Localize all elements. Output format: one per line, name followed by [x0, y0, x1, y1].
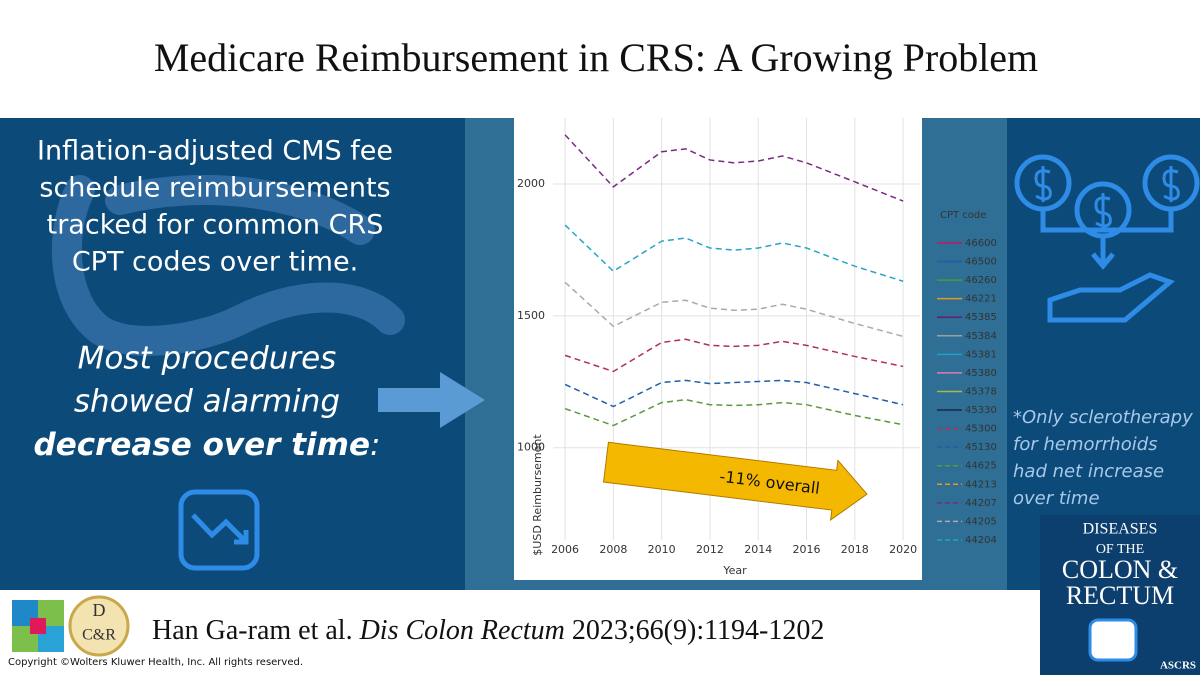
reference: 2023;66(9):1194-1202 — [565, 615, 825, 646]
y-tick-label: 1000 — [517, 441, 545, 454]
footer-bg — [0, 590, 1040, 675]
legend-label: 46260 — [965, 275, 997, 286]
colon-watermark — [51, 175, 405, 356]
intro-line: schedule reimbursements — [39, 173, 390, 204]
wk-logo — [12, 600, 64, 652]
x-tick-label: 2018 — [841, 543, 869, 556]
cover-line: RECTUM — [1066, 581, 1174, 610]
intro-line: Inflation-adjusted CMS fee — [37, 136, 393, 167]
series-line — [564, 281, 904, 338]
note-line: over time — [1013, 488, 1100, 509]
copyright: Copyright ©Wolters Kluwer Health, Inc. A… — [8, 657, 303, 668]
x-tick-label: 2008 — [599, 543, 627, 556]
legend-label: 45330 — [965, 405, 997, 416]
finding-line: showed alarming — [74, 384, 340, 420]
legend-title: CPT code — [940, 210, 986, 221]
legend-label: 45380 — [965, 368, 997, 379]
authors: Han Ga-ram et al. — [152, 615, 360, 646]
legend-label: 45130 — [965, 442, 997, 453]
legend-label: 44207 — [965, 498, 997, 509]
legend-label: 46500 — [965, 257, 997, 268]
x-tick-label: 2006 — [551, 543, 579, 556]
note-line: for hemorrhoids — [1013, 434, 1158, 455]
cover-line: OF THE — [1096, 542, 1144, 557]
finding-line: Most procedures — [78, 341, 337, 377]
left-text: Inflation-adjusted CMS fee schedule reimb… — [34, 136, 393, 463]
title: Medicare Reimbursement in CRS: A Growing… — [154, 35, 1038, 80]
x-tick-label: 2016 — [793, 543, 821, 556]
header-bg — [0, 0, 1200, 118]
right-note: *Only sclerotherapy for hemorrhoids had ne… — [1013, 407, 1193, 509]
cover-icon — [1088, 618, 1138, 662]
logo-cr: C&R — [82, 627, 116, 644]
cover-society: ASCRS — [1160, 660, 1196, 672]
x-axis-label: Year — [722, 564, 747, 577]
money-icon — [1014, 154, 1200, 323]
dcr-logo — [68, 595, 130, 657]
logo-d: D — [93, 600, 106, 620]
finding-line: decrease over time: — [34, 427, 381, 463]
legend-label: 45381 — [965, 349, 997, 360]
finding-emph: decrease over time — [34, 427, 370, 463]
trend-icon — [178, 489, 260, 571]
intro-line: CPT codes over time. — [72, 247, 358, 278]
legend-label: 46600 — [965, 238, 997, 249]
cover-line: COLON & — [1062, 555, 1178, 584]
trend-icon-arrow — [191, 513, 249, 545]
chart-bg — [514, 118, 922, 580]
journal: Dis Colon Rectum — [359, 615, 565, 646]
x-tick-label: 2014 — [744, 543, 772, 556]
x-tick-label: 2020 — [889, 543, 917, 556]
legend-label: 44625 — [965, 461, 997, 472]
legend-label: 44204 — [965, 535, 997, 546]
citation: Han Ga-ram et al. Dis Colon Rectum 2023;… — [152, 615, 824, 646]
note-line: *Only sclerotherapy — [1013, 407, 1193, 428]
series-line — [564, 224, 904, 282]
x-tick-label: 2010 — [648, 543, 676, 556]
legend-label: 45385 — [965, 312, 997, 323]
legend-label: 45384 — [965, 331, 997, 342]
cover-line: DISEASES — [1083, 521, 1158, 538]
y-tick-label: 2000 — [517, 177, 545, 190]
series-line — [564, 338, 904, 373]
finding-tail: : — [370, 427, 380, 463]
intro-line: tracked for common CRS — [47, 210, 384, 241]
legend-label: 44213 — [965, 479, 997, 490]
note-line: had net increase — [1013, 461, 1164, 482]
y-axis-label: $USD Reimbursement — [531, 434, 544, 556]
annotation: -11% overall — [602, 441, 868, 522]
series-line — [564, 134, 904, 202]
y-tick-label: 1500 — [517, 309, 545, 322]
legend-label: 44205 — [965, 516, 997, 527]
x-tick-label: 2012 — [696, 543, 724, 556]
legend-label: 45378 — [965, 386, 997, 397]
arrow-right — [378, 372, 485, 428]
legend-label: 45300 — [965, 424, 997, 435]
annotation-arrow — [602, 441, 868, 522]
legend-label: 46221 — [965, 294, 997, 305]
